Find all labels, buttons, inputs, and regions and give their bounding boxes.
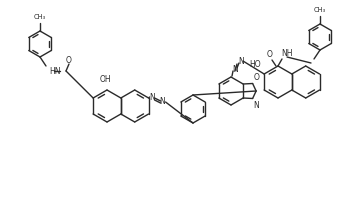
Text: N: N [160,97,165,107]
Text: N: N [232,65,238,73]
Text: NH: NH [281,49,293,58]
Text: CH₃: CH₃ [314,7,326,13]
Text: N: N [253,101,260,109]
Text: O: O [253,73,260,81]
Text: HO: HO [250,60,261,69]
Text: HN: HN [49,67,60,75]
Text: O: O [66,56,72,65]
Text: O: O [267,50,273,59]
Text: N: N [238,57,244,65]
Text: OH: OH [99,75,111,84]
Text: CH₃: CH₃ [34,14,46,20]
Text: N: N [150,93,155,101]
